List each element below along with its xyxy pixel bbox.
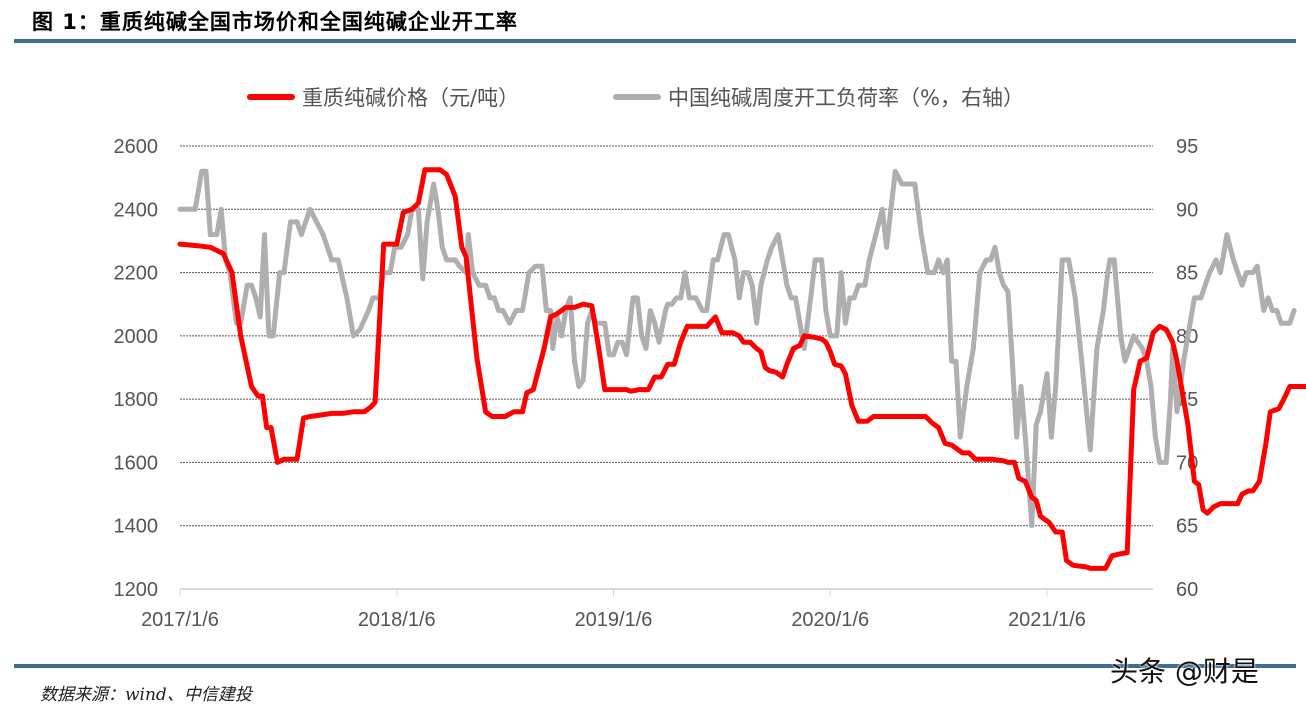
figure-title: 图 1：重质纯碱全国市场价和全国纯碱企业开工率 <box>32 10 518 34</box>
left-tick-label: 1800 <box>114 389 159 411</box>
x-axis: 2017/1/6 2018/1/6 2019/1/6 2020/1/6 2021/1/6 <box>141 588 1153 631</box>
right-tick-label: 60 <box>1176 579 1198 601</box>
x-tick-label: 2017/1/6 <box>141 609 219 631</box>
price-line <box>177 167 1306 571</box>
left-tick-label: 2600 <box>114 136 159 158</box>
operating-rate-line <box>177 168 1297 529</box>
x-tick-label: 2021/1/6 <box>1008 609 1086 631</box>
left-tick-label: 2200 <box>114 263 159 285</box>
legend: 重质纯碱价格（元/吨） 中国纯碱周度开工负荷率（%，右轴） <box>247 86 1024 110</box>
right-tick-label: 90 <box>1176 199 1198 221</box>
left-axis: 2600 2400 2200 2000 1800 1600 1400 1200 <box>114 136 159 601</box>
left-tick-label: 1400 <box>114 516 159 538</box>
legend-price-label: 重质纯碱价格（元/吨） <box>302 86 519 110</box>
left-tick-label: 1200 <box>114 579 159 601</box>
left-tick-label: 2000 <box>114 326 159 348</box>
legend-rate-label: 中国纯碱周度开工负荷率（%，右轴） <box>668 86 1024 110</box>
left-tick-label: 1600 <box>114 452 159 474</box>
left-tick-label: 2400 <box>114 199 159 221</box>
data-source-note: 数据来源：wind、中信建投 <box>40 685 252 705</box>
x-tick-label: 2018/1/6 <box>358 609 436 631</box>
gridlines <box>180 145 1153 527</box>
right-tick-label: 65 <box>1176 516 1198 538</box>
right-tick-label: 85 <box>1176 263 1198 285</box>
watermark: 头条 @财是 <box>1110 655 1259 688</box>
bottom-divider <box>14 664 1296 668</box>
x-tick-label: 2020/1/6 <box>791 609 869 631</box>
top-divider <box>14 39 1296 43</box>
x-tick-label: 2019/1/6 <box>575 609 653 631</box>
right-tick-label: 95 <box>1176 136 1198 158</box>
